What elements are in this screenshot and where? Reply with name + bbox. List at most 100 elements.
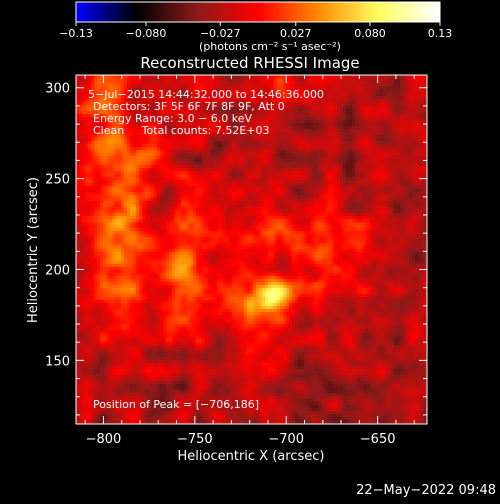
heatmap-cell [352,90,356,94]
heatmap-cell [412,153,416,157]
heatmap-cell [247,186,251,190]
heatmap-cell [403,84,407,88]
heatmap-cell [343,195,347,199]
heatmap-cell [388,180,392,184]
heatmap-cell [358,99,362,103]
heatmap-cell [268,120,272,124]
heatmap-cell [112,189,116,193]
heatmap-cell [265,192,269,196]
heatmap-cell [403,156,407,160]
heatmap-cell [100,186,104,190]
heatmap-cell [298,183,302,187]
heatmap-cell [301,114,305,118]
heatmap-cell [85,186,89,190]
heatmap-cell [91,75,95,79]
heatmap-cell [217,138,221,142]
heatmap-cell [91,198,95,202]
heatmap-cell [406,75,410,79]
heatmap-cell [412,111,416,115]
heatmap-cell [298,78,302,82]
heatmap-cell [121,141,125,145]
heatmap-cell [382,180,386,184]
heatmap-cell [325,75,329,79]
heatmap-cell [322,183,326,187]
heatmap-cell [388,150,392,154]
heatmap-cell [376,102,380,106]
heatmap-cell [397,195,401,199]
heatmap-cell [367,174,371,178]
heatmap-cell [340,171,344,175]
heatmap-cell [361,156,365,160]
heatmap-cell [121,183,125,187]
heatmap-cell [367,102,371,106]
heatmap-cell [211,192,215,196]
heatmap-cell [301,186,305,190]
heatmap-cell [331,111,335,115]
heatmap-cell [226,84,230,88]
heatmap-cell [142,198,146,202]
heatmap-cell [328,123,332,127]
heatmap-cell [337,162,341,166]
heatmap-cell [94,180,98,184]
heatmap-cell [379,147,383,151]
heatmap-cell [205,168,209,172]
heatmap-cell [337,195,341,199]
heatmap-cell [397,132,401,136]
heatmap-cell [292,135,296,139]
heatmap-cell [175,141,179,145]
heatmap-cell [124,177,128,181]
heatmap-cell [346,189,350,193]
heatmap-cell [238,150,242,154]
heatmap-cell [277,156,281,160]
heatmap-cell [304,147,308,151]
heatmap-cell [79,132,83,136]
heatmap-cell [310,123,314,127]
heatmap-cell [301,141,305,145]
heatmap-cell [421,198,425,202]
heatmap-cell [115,138,119,142]
heatmap-cell [190,153,194,157]
heatmap-cell [295,129,299,133]
heatmap-cell [412,177,416,181]
heatmap-cell [130,84,134,88]
heatmap-cell [133,147,137,151]
heatmap-cell [274,180,278,184]
heatmap-cell [316,156,320,160]
heatmap-cell [223,159,227,163]
heatmap-cell [289,105,293,109]
heatmap-cell [370,123,374,127]
heatmap-cell [205,156,209,160]
heatmap-cell [130,195,134,199]
heatmap-cell [373,75,377,79]
heatmap-cell [358,102,362,106]
heatmap-cell [154,192,158,196]
heatmap-cell [313,159,317,163]
heatmap-cell [292,75,296,79]
heatmap-cell [319,165,323,169]
heatmap-cell [307,171,311,175]
heatmap-cell [241,192,245,196]
heatmap-cell [229,171,233,175]
heatmap-cell [88,180,92,184]
heatmap-cell [280,123,284,127]
heatmap-cell [376,162,380,166]
heatmap-cell [352,195,356,199]
heatmap-cell [376,90,380,94]
heatmap-cell [199,141,203,145]
heatmap-cell [97,165,101,169]
heatmap-cell [322,108,326,112]
heatmap-cell [301,147,305,151]
heatmap-cell [352,138,356,142]
heatmap-cell [94,165,98,169]
heatmap-cell [361,138,365,142]
heatmap-cell [328,75,332,79]
heatmap-cell [208,84,212,88]
heatmap-cell [337,81,341,85]
heatmap-cell [223,192,227,196]
heatmap-cell [295,171,299,175]
heatmap-cell [202,153,206,157]
heatmap-cell [358,138,362,142]
heatmap-cell [187,180,191,184]
heatmap-cell [307,159,311,163]
heatmap-cell [313,123,317,127]
